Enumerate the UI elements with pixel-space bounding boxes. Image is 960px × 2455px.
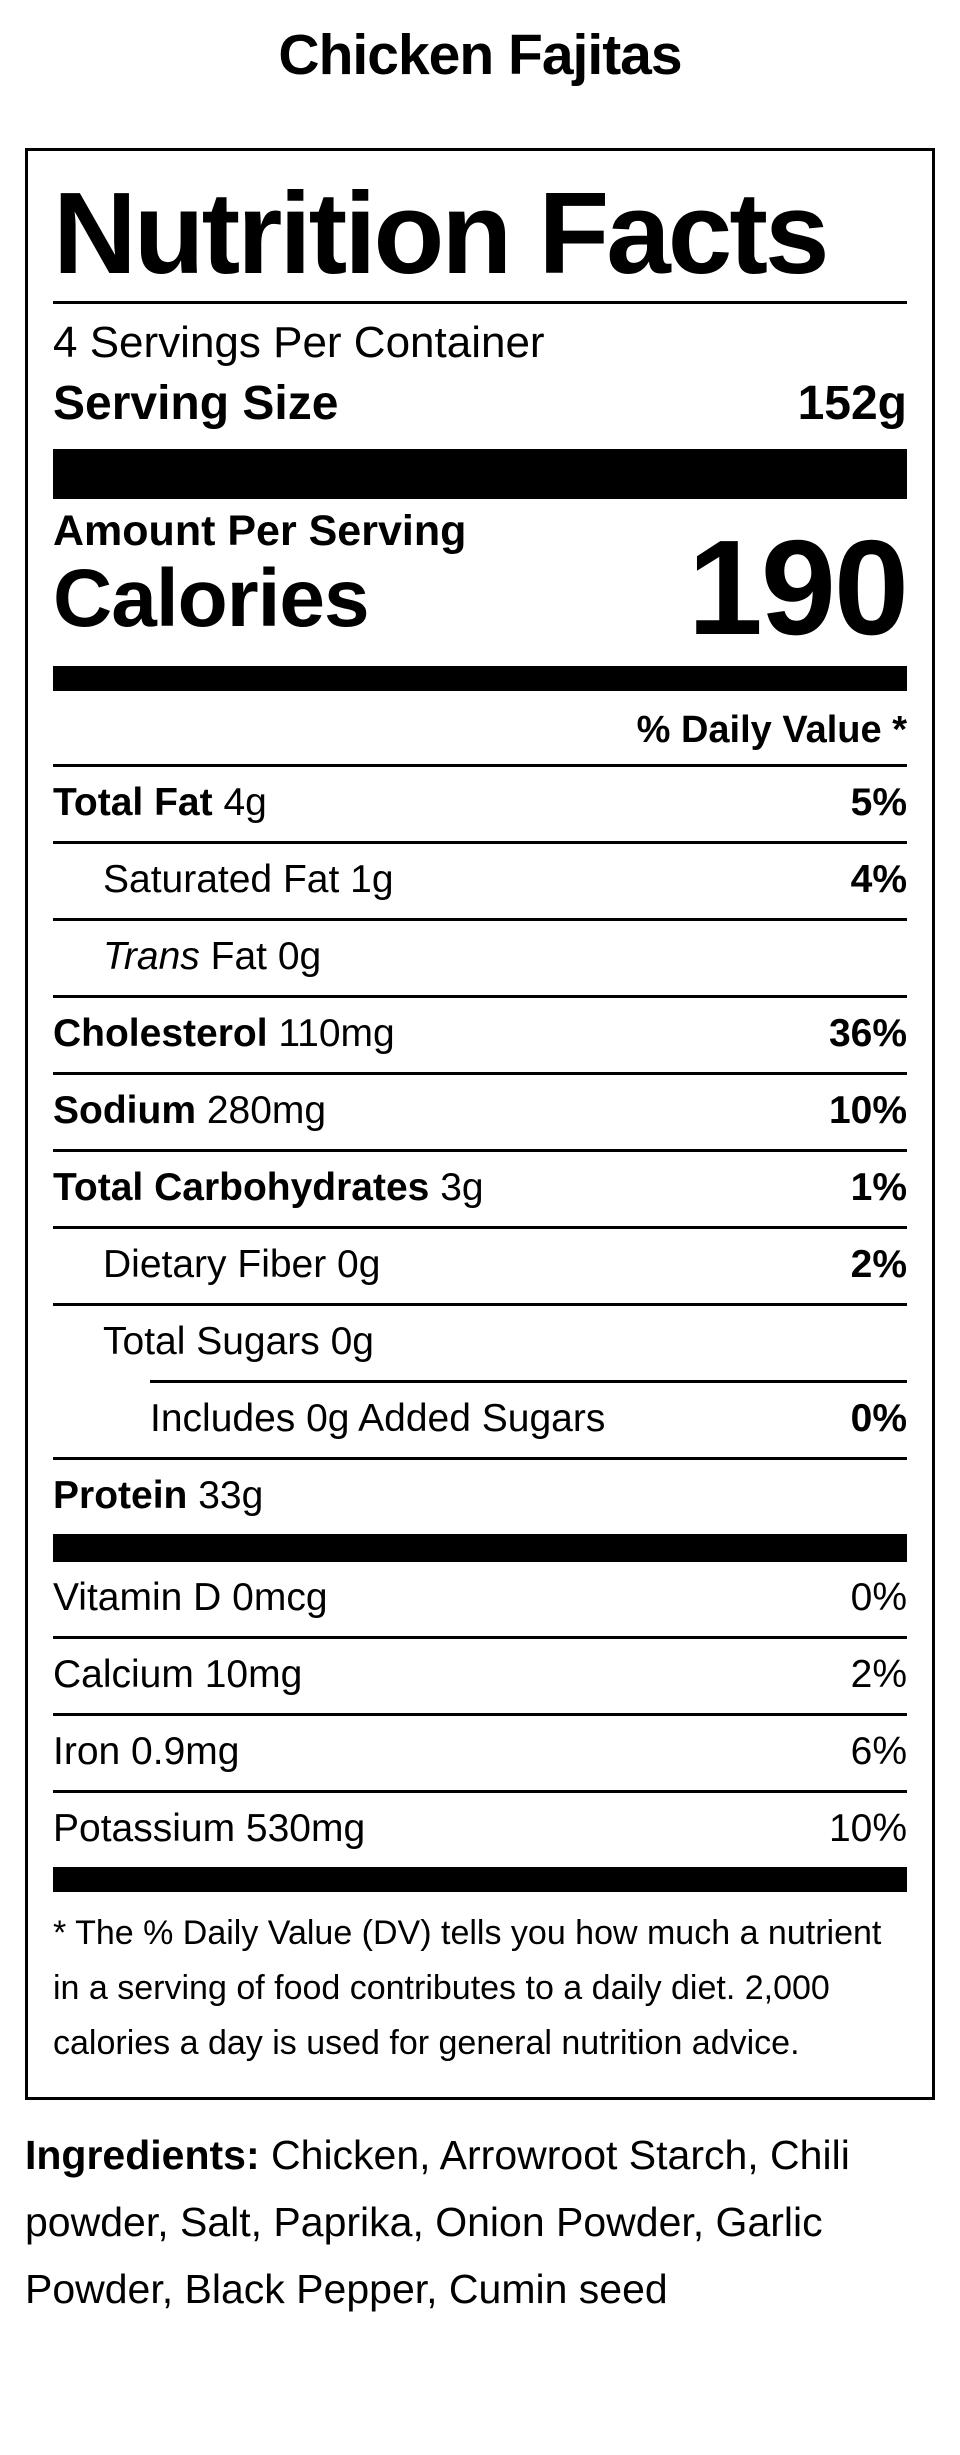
row-potassium: Potassium 530mg 10%	[53, 1793, 907, 1867]
serving-size-row: Serving Size 152g	[53, 376, 907, 431]
ingredients: Ingredients: Chicken, Arrowroot Starch, …	[25, 2122, 935, 2322]
nutrient-name: Saturated Fat 1g	[103, 858, 394, 902]
serving-size-label: Serving Size	[53, 377, 339, 430]
daily-value-header: % Daily Value *	[636, 709, 907, 752]
footnote-separator-bar	[53, 1867, 907, 1893]
calories-block: Amount Per Serving Calories 190	[53, 507, 909, 664]
nutrient-name: Total Carbohydrates 3g	[53, 1166, 484, 1210]
daily-value: 10%	[828, 1807, 907, 1851]
row-dietary-fiber: Dietary Fiber 0g 2%	[53, 1229, 907, 1303]
daily-value-footnote: * The % Daily Value (DV) tells you how m…	[53, 1914, 882, 2063]
daily-value: 1%	[850, 1166, 907, 1210]
row-total-sugars: Total Sugars 0g	[53, 1306, 907, 1380]
divider	[53, 1226, 907, 1230]
row-cholesterol: Cholesterol 110mg 36%	[53, 998, 907, 1072]
nutrient-name: Cholesterol 110mg	[53, 1012, 395, 1056]
divider	[53, 1636, 907, 1640]
calories-left-column: Amount Per Serving Calories	[53, 507, 466, 642]
daily-value: 4%	[850, 858, 907, 902]
row-calcium: Calcium 10mg 2%	[53, 1639, 907, 1713]
row-trans-fat: Trans Fat 0g	[53, 921, 907, 995]
ingredients-text: Chicken, Arrowroot Starch, Chili powder,…	[25, 2132, 850, 2312]
calories-label: Calories	[53, 553, 370, 644]
serving-size-value: 152g	[797, 377, 907, 430]
daily-value: 0%	[850, 1397, 907, 1441]
thick-separator-bar	[53, 449, 907, 499]
row-protein: Protein 33g	[53, 1460, 907, 1534]
row-sodium: Sodium 280mg 10%	[53, 1075, 907, 1149]
divider	[53, 1457, 907, 1461]
nutrient-name: Trans Fat 0g	[103, 935, 322, 979]
divider	[53, 1713, 907, 1717]
nutrient-name: Calcium 10mg	[53, 1653, 303, 1697]
row-vitamin-d: Vitamin D 0mcg 0%	[53, 1562, 907, 1636]
servings-per-container: 4 Servings Per Container	[53, 318, 545, 367]
nutrient-name: Total Sugars 0g	[103, 1320, 375, 1364]
nutrient-name: Includes 0g Added Sugars	[150, 1397, 606, 1441]
row-saturated-fat: Saturated Fat 1g 4%	[53, 844, 907, 918]
divider	[53, 918, 907, 922]
divider	[53, 764, 907, 768]
vitamins-separator-bar	[53, 1534, 907, 1563]
nutrient-name: Total Fat 4g	[53, 781, 267, 825]
amount-per-serving-label: Amount Per Serving	[53, 507, 467, 555]
nutrient-name: Potassium 530mg	[53, 1807, 366, 1851]
heading-underline	[53, 301, 907, 304]
nutrient-name: Dietary Fiber 0g	[103, 1243, 381, 1287]
divider	[53, 1072, 907, 1076]
divider	[53, 995, 907, 999]
row-iron: Iron 0.9mg 6%	[53, 1716, 907, 1790]
medium-separator-bar	[53, 666, 907, 692]
nutrition-label-box: Nutrition Facts 4 Servings Per Container…	[25, 148, 935, 2101]
row-total-fat: Total Fat 4g 5%	[53, 767, 907, 841]
divider	[53, 1790, 907, 1794]
daily-value: 2%	[850, 1653, 907, 1697]
calories-value: 190	[687, 512, 909, 664]
nutrition-facts-heading: Nutrition Facts	[53, 168, 829, 298]
daily-value: 0%	[850, 1576, 907, 1620]
indented-divider	[150, 1380, 907, 1384]
daily-value: 10%	[828, 1089, 907, 1133]
daily-value: 5%	[850, 781, 907, 825]
divider	[53, 1149, 907, 1153]
divider	[53, 841, 907, 845]
daily-value: 6%	[850, 1730, 907, 1774]
nutrient-name: Sodium 280mg	[53, 1089, 327, 1133]
divider	[53, 1303, 907, 1307]
page-title: Chicken Fajitas	[278, 23, 682, 87]
row-added-sugars: Includes 0g Added Sugars 0%	[53, 1383, 907, 1457]
daily-value: 36%	[828, 1012, 907, 1056]
daily-value: 2%	[850, 1243, 907, 1287]
nutrient-name: Vitamin D 0mcg	[53, 1576, 328, 1620]
nutrient-name: Protein 33g	[53, 1474, 264, 1518]
nutrient-name: Iron 0.9mg	[53, 1730, 240, 1774]
ingredients-label: Ingredients:	[25, 2132, 260, 2179]
row-total-carbohydrates: Total Carbohydrates 3g 1%	[53, 1152, 907, 1226]
